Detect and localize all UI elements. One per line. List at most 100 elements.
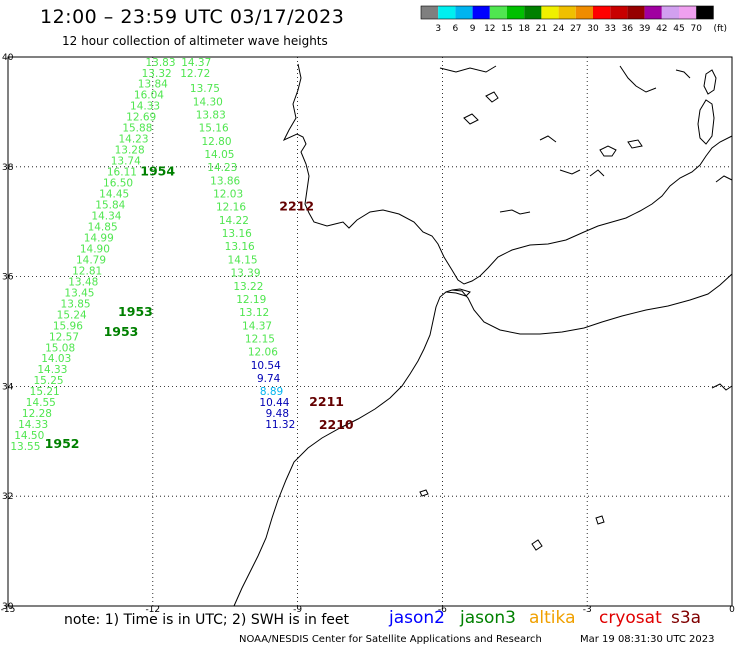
wave-height-label: 14.05 <box>204 149 234 161</box>
spain-inland-b <box>589 169 605 177</box>
axis-tick-labels: -15 -12 -9 -6 -3 0 40 38 36 34 32 30 <box>1 53 735 615</box>
x-tick-label: 0 <box>729 605 735 615</box>
wave-height-label: 13.12 <box>239 307 269 319</box>
color-scale-label: 70 <box>690 24 702 34</box>
x-tick-label: -6 <box>438 605 447 615</box>
wave-height-label: 14.85 <box>88 221 118 233</box>
color-scale-label: 36 <box>622 24 634 34</box>
wave-height-label: 12.72 <box>180 68 210 80</box>
color-scale-label: 15 <box>501 24 512 34</box>
wave-height-label: 13.16 <box>225 241 255 253</box>
sardinia-outline <box>697 99 715 145</box>
color-scale-label: 18 <box>518 24 530 34</box>
pass-time-label: 2211 <box>309 394 344 409</box>
minorca-island <box>627 139 643 149</box>
color-swatch <box>438 6 456 19</box>
wave-height-label: 14.37 <box>242 320 272 332</box>
color-scale-label: 39 <box>639 24 651 34</box>
wave-height-label: 14.23 <box>207 162 237 174</box>
coastline <box>233 63 733 607</box>
small-island-b <box>463 113 479 125</box>
color-scale-label: 6 <box>453 24 459 34</box>
wave-height-label: 14.37 <box>181 57 211 69</box>
y-tick-label: 34 <box>2 382 14 392</box>
africa-coastline <box>233 273 733 607</box>
wave-height-label: 9.74 <box>257 373 281 385</box>
page-subtitle: 12 hour collection of altimeter wave hei… <box>62 34 328 48</box>
color-scale-label: 21 <box>536 24 547 34</box>
wave-height-label: 11.32 <box>265 419 295 431</box>
credit-line: NOAA/NESDIS Center for Satellite Applica… <box>239 634 542 645</box>
tunisia-coast <box>711 383 733 391</box>
y-tick-label: 38 <box>2 163 14 173</box>
color-scale-legend: 3 6 9 12 15 18 21 24 27 30 33 36 39 42 45 70 (ft) <box>420 5 727 34</box>
wave-height-label: 9.48 <box>266 408 289 420</box>
gibraltar-outline <box>445 288 471 297</box>
wave-height-label: 13.39 <box>230 268 260 280</box>
balearic-island <box>599 145 617 157</box>
color-scale-label: 27 <box>570 24 581 34</box>
color-swatch <box>627 6 645 19</box>
wave-height-label: 16.50 <box>103 178 133 190</box>
color-swatch <box>661 6 679 19</box>
algeria-coast-b <box>559 169 581 175</box>
algeria-coast-c <box>499 209 531 215</box>
wave-height-label: 14.45 <box>99 189 129 201</box>
wave-height-label: 15.16 <box>199 123 229 135</box>
pass-time-label: 1953 <box>104 324 139 339</box>
legend-jason3: jason3 <box>460 608 516 628</box>
color-swatch <box>679 6 697 19</box>
color-scale-unit: (ft) <box>713 24 727 34</box>
wave-height-label: 14.90 <box>80 243 110 255</box>
color-swatch <box>507 6 525 19</box>
wave-height-label: 13.22 <box>233 281 263 293</box>
wave-height-label: 12.03 <box>213 189 243 201</box>
color-scale-label: 3 <box>435 24 441 34</box>
wave-height-label: 12.19 <box>236 294 266 306</box>
color-scale-label: 9 <box>470 24 476 34</box>
wave-height-label: 15.21 <box>30 386 60 398</box>
wave-height-label: 15.24 <box>57 309 87 321</box>
legend-altika: altika <box>529 608 576 628</box>
spain-inland-a <box>539 135 557 143</box>
color-scale-label: 33 <box>604 24 615 34</box>
color-scale-label: 45 <box>673 24 684 34</box>
wave-height-label: 13.84 <box>138 79 168 91</box>
wave-height-label: 12.28 <box>22 408 52 420</box>
wave-height-label: 10.44 <box>259 397 289 409</box>
y-tick-label: 36 <box>2 273 14 283</box>
madeira-island <box>419 489 429 497</box>
color-swatch <box>524 6 542 19</box>
x-tick-label: -3 <box>583 605 592 615</box>
wave-height-label: 14.03 <box>41 353 71 365</box>
color-swatch <box>489 6 507 19</box>
wave-height-label: 15.25 <box>34 375 64 387</box>
pass-time-label: 2212 <box>279 199 314 214</box>
wave-height-label: 13.28 <box>115 145 145 157</box>
wave-height-label: 12.16 <box>216 202 246 214</box>
wave-height-label: 16.11 <box>107 167 137 179</box>
pass-time-label: 1954 <box>140 164 175 179</box>
altimeter-tracks: 13.8313.3213.8416.0414.3312.6915.8814.23… <box>10 57 295 453</box>
time-labels: 1954 1953 1953 1952 2212 2211 2210 <box>45 164 354 451</box>
wave-height-label: 13.74 <box>111 156 141 168</box>
pass-time-label: 1953 <box>118 304 153 319</box>
footer-note: note: 1) Time is in UTC; 2) SWH is in fe… <box>64 612 350 628</box>
wave-height-label: 12.81 <box>72 265 102 277</box>
wave-height-label: 12.15 <box>245 333 275 345</box>
wave-height-label: 13.32 <box>142 68 172 80</box>
y-tick-label: 40 <box>2 53 14 63</box>
color-scale-label: 24 <box>553 24 565 34</box>
wave-height-label: 8.89 <box>260 386 283 398</box>
color-scale-label: 42 <box>656 24 667 34</box>
small-island-a <box>485 91 499 103</box>
wave-height-label: 13.45 <box>64 287 94 299</box>
wave-height-label: 14.55 <box>26 397 56 409</box>
elba-coast <box>675 69 691 79</box>
wave-height-label: 13.86 <box>210 175 240 187</box>
wave-height-label: 15.84 <box>95 200 125 212</box>
y-tick-label: 30 <box>2 602 14 612</box>
wave-height-label: 10.54 <box>251 360 281 372</box>
color-scale-frame <box>420 5 714 20</box>
